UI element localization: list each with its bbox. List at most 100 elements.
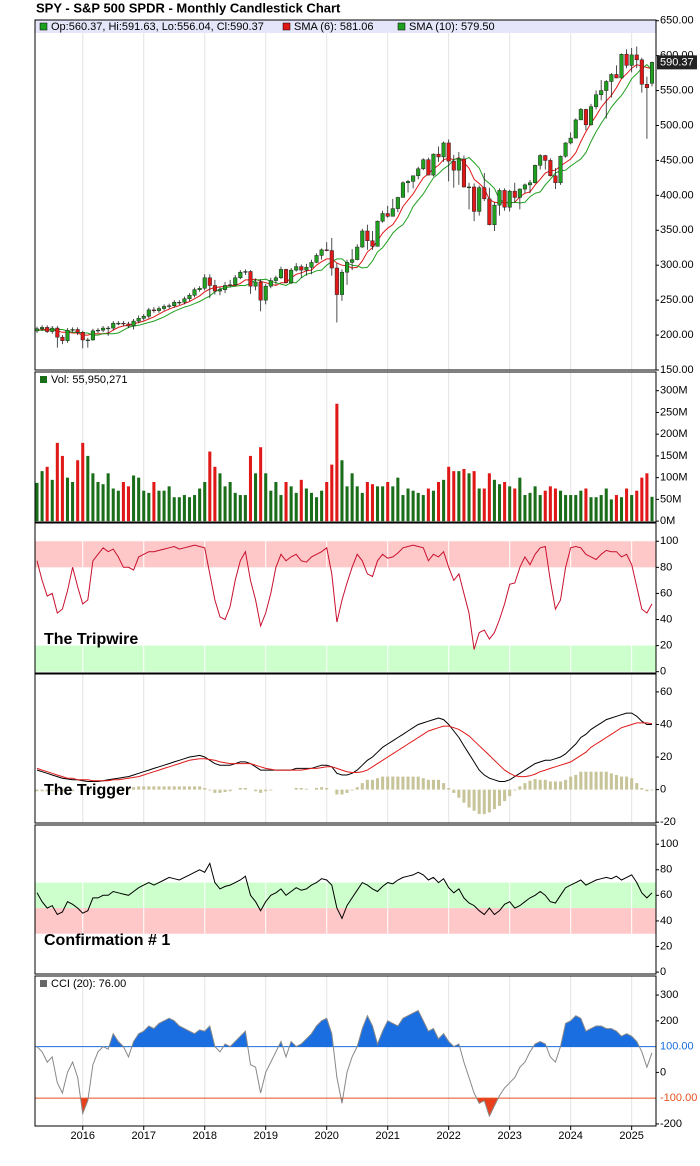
histogram-bar — [350, 789, 354, 791]
histogram-bar — [548, 781, 552, 790]
histogram-bar — [426, 779, 430, 790]
candle-body — [40, 327, 45, 330]
candle-body — [558, 155, 563, 184]
candle-body — [121, 322, 126, 325]
candle-body — [263, 285, 268, 301]
histogram-bar — [40, 789, 44, 792]
y-tick-label: 550.00 — [660, 84, 694, 96]
panel-label: The Tripwire — [44, 631, 138, 648]
candle-body — [95, 329, 101, 332]
volume-bar — [447, 466, 451, 522]
y-tick-label: 80 — [660, 561, 672, 573]
candle-body — [395, 197, 400, 209]
histogram-bar — [365, 779, 369, 790]
volume-bar — [594, 497, 598, 522]
volume-bar — [152, 482, 156, 522]
histogram-bar — [269, 789, 273, 791]
candle-body — [390, 208, 395, 217]
ohlc-readout: Op:560.37, Hi:591.63, Lo:556.04, Cl:590.… — [51, 21, 264, 33]
histogram-bar — [111, 788, 115, 790]
candle-body — [563, 142, 568, 157]
candle-body — [101, 327, 106, 331]
volume-bar — [76, 460, 80, 522]
volume-bar — [421, 495, 425, 522]
candle-body — [573, 119, 578, 139]
candle-body — [380, 213, 385, 222]
histogram-bar — [589, 771, 593, 790]
histogram-bar — [482, 789, 486, 815]
histogram-bar — [452, 789, 456, 793]
histogram-bar — [157, 786, 161, 790]
volume-bar — [416, 492, 420, 522]
candle-body — [400, 182, 405, 198]
histogram-bar — [243, 787, 247, 790]
volume-bar — [482, 488, 486, 522]
volume-bar — [91, 473, 95, 522]
candle-body — [431, 153, 436, 176]
volume-bar — [45, 466, 49, 522]
volume-bar — [386, 482, 390, 522]
y-tick-label: 250M — [660, 406, 688, 418]
histogram-bar — [360, 783, 364, 790]
histogram-bar — [55, 789, 59, 792]
last-price-tag — [657, 55, 697, 70]
candle-body — [243, 271, 248, 273]
volume-bar — [315, 497, 319, 522]
y-tick-label: 250.00 — [660, 294, 694, 306]
legend-swatch — [40, 376, 47, 383]
histogram-bar — [213, 789, 217, 793]
y-tick-label: 20 — [660, 940, 672, 952]
indicator-line — [36, 544, 653, 650]
candle-body — [75, 329, 80, 333]
y-tick-label: 20 — [660, 640, 672, 652]
candle-body — [223, 285, 228, 290]
y-tick-label: 300 — [660, 989, 678, 1001]
volume-bar — [442, 479, 446, 522]
candle-body — [273, 277, 278, 281]
candle-body — [619, 53, 624, 79]
candle-body — [217, 289, 223, 292]
volume-bar — [157, 490, 161, 522]
candle-body — [527, 182, 533, 186]
candle-body — [289, 269, 294, 283]
volume-bar — [533, 486, 537, 522]
volume-bar — [569, 495, 573, 522]
candle-body — [319, 249, 324, 256]
volume-bar — [35, 482, 39, 522]
volume-bar — [426, 488, 430, 522]
histogram-bar — [599, 771, 603, 790]
volume-bar — [452, 471, 456, 522]
y-tick-label: 300M — [660, 385, 688, 397]
histogram-bar — [116, 787, 120, 790]
volume-bar — [462, 468, 466, 522]
y-tick-label: 0 — [660, 666, 666, 678]
histogram-bar — [71, 789, 75, 792]
panel-border — [34, 824, 657, 975]
x-tick-label: 2018 — [192, 1130, 216, 1142]
candle-body — [599, 90, 604, 96]
candle-body — [370, 240, 375, 247]
histogram-bar — [172, 786, 176, 790]
y-tick-label: 40 — [660, 613, 672, 625]
histogram-bar — [396, 776, 400, 790]
candle-body — [365, 230, 370, 242]
legend-swatch — [39, 22, 48, 31]
candle-body — [324, 249, 329, 251]
histogram-bar — [533, 779, 537, 790]
candle-body — [238, 271, 243, 279]
histogram-bar — [294, 787, 298, 790]
band — [35, 908, 656, 934]
cci-area-high — [37, 1010, 640, 1047]
volume-bar — [360, 492, 364, 522]
candle-body — [441, 142, 446, 158]
volume-bar — [137, 477, 141, 522]
volume-bar — [223, 486, 227, 522]
histogram-bar — [558, 781, 563, 790]
histogram-bar — [203, 787, 207, 790]
volume-bar — [228, 482, 232, 522]
volume-bar — [335, 403, 339, 522]
histogram-bar — [60, 789, 64, 792]
histogram-bar — [487, 789, 491, 813]
volume-bar — [599, 495, 603, 522]
histogram-bar — [96, 789, 100, 791]
